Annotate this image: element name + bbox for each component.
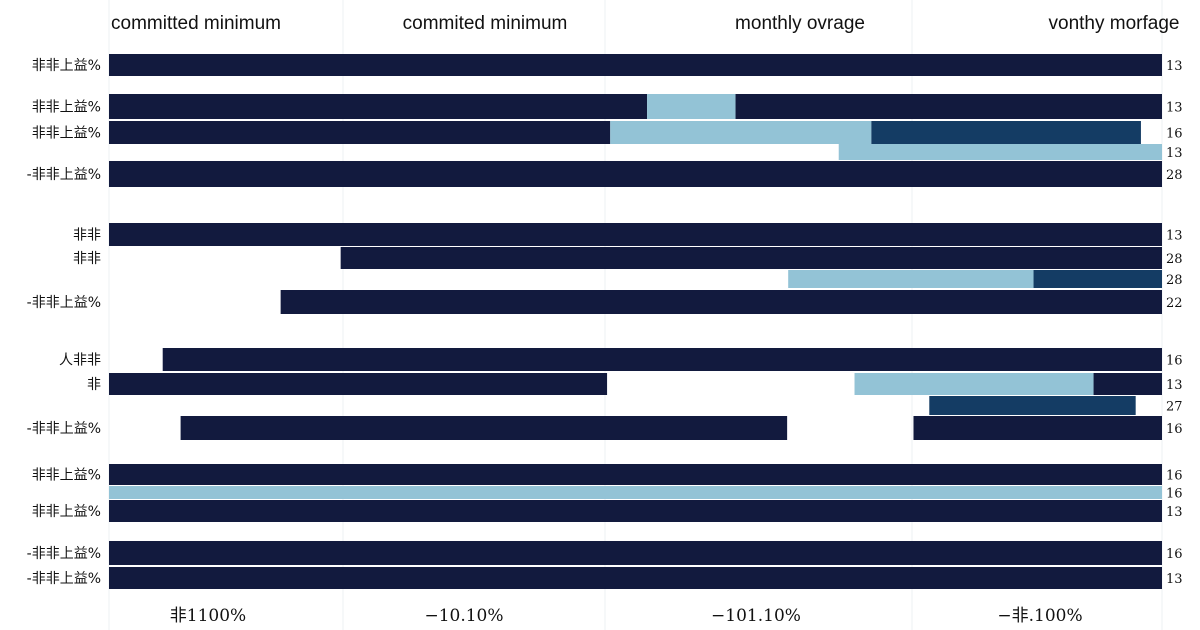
bar-segment xyxy=(871,121,1141,144)
row-label: 非非上益% xyxy=(32,100,101,116)
bar-segment xyxy=(109,121,611,144)
value-labels: 13 13 16 13 28 13 28 28 22 16 13 27 16 16 16 13 16 13 xyxy=(1166,59,1183,587)
bar-segment xyxy=(735,94,1162,119)
value-label: 28 xyxy=(1166,252,1183,267)
value-label: 13 xyxy=(1166,59,1183,74)
value-label: 28 xyxy=(1166,273,1183,288)
bar-segment xyxy=(340,247,1162,269)
bar-segment xyxy=(109,94,648,119)
bar-segment xyxy=(1093,373,1162,395)
bar-segment xyxy=(280,290,1162,314)
bar-segment xyxy=(838,144,1162,160)
value-label: 13 xyxy=(1166,572,1183,587)
value-label: 16 xyxy=(1166,469,1183,484)
value-label: 13 xyxy=(1166,378,1183,393)
value-label: 27 xyxy=(1166,400,1183,415)
value-label: 16 xyxy=(1166,127,1183,142)
row-label: 人非非 xyxy=(59,353,101,369)
bar-segment xyxy=(180,416,788,440)
row-label: 非非上益% xyxy=(32,58,101,74)
bar-segment xyxy=(788,270,1034,288)
column-header: monthly ovrage xyxy=(735,13,865,34)
row-label: 非 xyxy=(87,377,101,393)
x-tick-label: −10.10% xyxy=(424,606,503,626)
row-label: 非非 xyxy=(73,251,101,267)
row-label: -非非上益% xyxy=(27,571,101,587)
value-label: 16 xyxy=(1166,354,1183,369)
column-header: commited minimum xyxy=(403,13,568,34)
value-label: 13 xyxy=(1166,101,1183,116)
bar-segment xyxy=(109,567,1162,589)
bar-segment xyxy=(109,161,1162,187)
value-label: 13 xyxy=(1166,505,1183,520)
row-label: -非非上益% xyxy=(27,167,101,183)
value-label: 16 xyxy=(1166,422,1183,437)
column-headers: committed minimum commited minimum month… xyxy=(111,13,1179,34)
row-label: 非非上益% xyxy=(32,468,101,484)
bar-segment xyxy=(610,121,872,144)
row-labels: 非非上益%非非上益%非非上益%-非非上益%非非非非-非非上益%人非非非-非非上益… xyxy=(27,58,101,587)
value-label: 16 xyxy=(1166,547,1183,562)
row-label: -非非上益% xyxy=(27,421,101,437)
bar-segment xyxy=(109,541,1162,565)
value-label: 13 xyxy=(1166,146,1183,161)
row-label: 非非上益% xyxy=(32,504,101,520)
bar-segment xyxy=(647,94,736,119)
x-tick-label: −非.100% xyxy=(997,606,1082,626)
x-tick-label: 非1100% xyxy=(170,606,246,626)
bar-segment xyxy=(1033,270,1162,288)
bar-segment xyxy=(162,348,1162,371)
x-tick-label: −101.10% xyxy=(711,606,801,626)
value-label: 16 xyxy=(1166,487,1183,502)
column-header: committed minimum xyxy=(111,13,281,34)
bar-rows xyxy=(109,54,1162,589)
bar-segment xyxy=(109,486,1162,499)
bar-segment xyxy=(109,54,1162,76)
x-tick-labels: 非1100% −10.10% −101.10% −非.100% xyxy=(170,606,1083,626)
row-label: 非非 xyxy=(73,228,101,244)
bar-segment xyxy=(109,373,608,395)
row-label: -非非上益% xyxy=(27,295,101,311)
bar-segment xyxy=(913,416,1162,440)
value-label: 13 xyxy=(1166,229,1183,244)
value-label: 22 xyxy=(1166,296,1183,311)
row-label: -非非上益% xyxy=(27,546,101,562)
row-label: 非非上益% xyxy=(32,126,101,142)
value-label: 28 xyxy=(1166,168,1183,183)
bar-segment xyxy=(854,373,1094,395)
bar-segment xyxy=(929,396,1136,415)
bar-segment xyxy=(109,464,1162,485)
bar-segment xyxy=(109,223,1162,246)
column-header: vonthy morfage xyxy=(1049,13,1180,34)
bar-segment xyxy=(109,500,1162,522)
